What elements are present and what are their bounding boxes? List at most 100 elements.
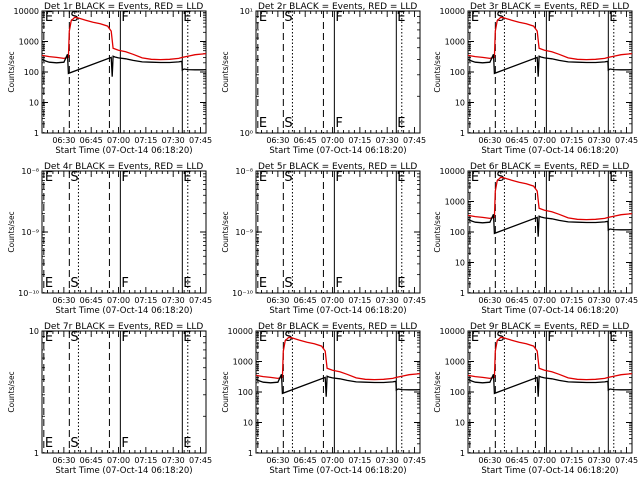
det-6r-title: Det 6r BLACK = Events, RED = LLD [470, 162, 629, 172]
det-6r-frame [467, 170, 633, 294]
det-9r-y-tick-label: 1000 [445, 358, 465, 367]
det-6r-marker-label: E [471, 170, 479, 185]
det-1r-marker-label: E [45, 10, 53, 25]
det-1r-lld-line [41, 16, 207, 61]
det-8r-y-tick-label: 10000 [228, 327, 253, 336]
det-5r-x-tick-label: 07:30 [376, 296, 399, 305]
det-5r-x-tick-label: 07:00 [321, 296, 344, 305]
det-4r-marker-label: E [45, 170, 53, 185]
det-9r-x-tick-label: 06:30 [478, 456, 501, 465]
det-3r-panel: Det 3r BLACK = Events, RED = LLD 1 10 100 10… [433, 2, 638, 156]
det-3r-marker-label: E [471, 10, 479, 25]
det-1r-marker-label: F [121, 10, 128, 25]
det-7r-x-tick-label: 07:15 [134, 456, 157, 465]
det-3r-x-tick-label: 07:00 [533, 136, 556, 145]
det-1r-y-tick-label: 1 [34, 129, 39, 138]
det-6r-y-tick-label: 1 [460, 289, 465, 298]
det-8r-panel: Det 8r BLACK = Events, RED = LLD 1 10 100 10… [221, 322, 426, 476]
det-5r-y-tick-label: 10⁻⁸ [235, 167, 253, 176]
det-3r-marker-label: E [609, 10, 617, 25]
det-3r-y-tick-label: 1000 [445, 38, 465, 47]
det-4r-marker-label: F [121, 170, 128, 185]
det-2r-marker-label: E [259, 10, 267, 25]
det-1r-title: Det 1r BLACK = Events, RED = LLD [44, 2, 203, 12]
det-5r-x-tick-label: 06:45 [294, 296, 317, 305]
det-1r-x-tick-label: 07:30 [162, 136, 185, 145]
det-3r-x-tick-label: 07:15 [560, 136, 583, 145]
det-8r-x-tick-label: 07:45 [403, 456, 426, 465]
det-8r-title: Det 8r BLACK = Events, RED = LLD [258, 322, 417, 332]
det-2r-marker-label: F [335, 10, 342, 25]
det-9r-x-axis-label: Start Time (07-Oct-14 06:18:20) [481, 466, 618, 476]
det-5r-marker-label: E [397, 170, 405, 185]
det-8r-y-tick-label: 1 [248, 449, 253, 458]
det-1r-events-line [41, 54, 207, 77]
det-8r-lld-line [255, 336, 421, 381]
det-2r-x-axis-label: Start Time (07-Oct-14 06:18:20) [269, 146, 406, 156]
det-2r-marker-label: E [259, 116, 267, 131]
det-8r-y-tick-label: 10 [243, 419, 253, 428]
det-4r-marker-label: S [70, 276, 78, 291]
det-3r-title: Det 3r BLACK = Events, RED = LLD [470, 2, 629, 12]
det-6r-y-tick-label: 10 [455, 259, 465, 268]
det-9r-events-line [467, 374, 633, 397]
det-1r-x-tick-label: 07:15 [134, 136, 157, 145]
det-7r-frame [41, 330, 207, 454]
det-2r-marker-label: E [397, 10, 405, 25]
det-4r-x-tick-label: 06:30 [52, 296, 75, 305]
det-6r-x-tick-label: 06:30 [478, 296, 501, 305]
det-5r-x-tick-label: 06:30 [266, 296, 289, 305]
det-7r-x-tick-label: 06:30 [52, 456, 75, 465]
det-6r-marker-label: F [547, 170, 554, 185]
det-4r-marker-label: S [70, 170, 78, 185]
det-3r-x-tick-label: 06:30 [478, 136, 501, 145]
det-6r-x-tick-label: 07:15 [560, 296, 583, 305]
det-2r-y-axis-label: Counts/sec [221, 51, 230, 92]
det-5r-marker-label: S [284, 276, 292, 291]
det-6r-x-tick-label: 07:00 [533, 296, 556, 305]
det-6r-y-axis-label: Counts/sec [433, 211, 442, 252]
det-4r-y-tick-label: 10⁻⁸ [21, 167, 39, 176]
det-2r-x-tick-label: 07:15 [348, 136, 371, 145]
det-1r-y-tick-label: 1000 [19, 38, 39, 47]
det-7r-marker-label: E [45, 330, 53, 345]
det-4r-panel: Det 4r BLACK = Events, RED = LLD 10⁻¹⁰ 10⁻… [7, 162, 212, 316]
det-9r-y-tick-label: 100 [450, 388, 465, 397]
det-1r-x-tick-label: 06:30 [52, 136, 75, 145]
det-8r-x-tick-label: 06:30 [266, 456, 289, 465]
det-4r-x-tick-label: 07:30 [162, 296, 185, 305]
det-2r-x-tick-label: 06:45 [294, 136, 317, 145]
det-8r-x-tick-label: 07:30 [376, 456, 399, 465]
det-9r-marker-label: F [547, 330, 554, 345]
det-2r-x-tick-label: 06:30 [266, 136, 289, 145]
det-4r-y-tick-label: 10⁻¹⁰ [18, 289, 39, 298]
det-8r-frame [255, 330, 421, 454]
det-7r-marker-label: E [183, 330, 191, 345]
det-6r-x-tick-label: 07:45 [615, 296, 638, 305]
det-2r-marker-label: F [335, 116, 342, 131]
det-2r-title: Det 2r BLACK = Events, RED = LLD [258, 2, 417, 12]
det-7r-marker-label: S [70, 330, 78, 345]
det-7r-title: Det 7r BLACK = Events, RED = LLD [44, 322, 203, 332]
det-9r-x-tick-label: 07:45 [615, 456, 638, 465]
det-5r-y-tick-label: 10⁻¹⁰ [232, 289, 253, 298]
det-4r-x-tick-label: 07:15 [134, 296, 157, 305]
det-9r-y-tick-label: 10000 [440, 327, 465, 336]
det-3r-y-tick-label: 10000 [440, 7, 465, 16]
det-6r-marker-label: E [609, 170, 617, 185]
det-3r-x-tick-label: 07:30 [588, 136, 611, 145]
det-7r-marker-label: F [121, 330, 128, 345]
det-2r-marker-label: S [284, 116, 292, 131]
det-1r-panel: Det 1r BLACK = Events, RED = LLD 1 10 100 10… [7, 2, 212, 156]
det-7r-marker-label: S [70, 436, 78, 451]
det-7r-x-axis-label: Start Time (07-Oct-14 06:18:20) [55, 466, 192, 476]
det-9r-marker-label: E [471, 330, 479, 345]
det-9r-marker-label: E [609, 330, 617, 345]
det-4r-y-axis-label: Counts/sec [7, 211, 16, 252]
det-4r-frame [41, 170, 207, 294]
det-3r-lld-line [467, 16, 633, 61]
det-4r-x-tick-label: 06:45 [80, 296, 103, 305]
det-3r-x-tick-label: 07:45 [615, 136, 638, 145]
det-8r-x-tick-label: 06:45 [294, 456, 317, 465]
det-2r-panel: Det 2r BLACK = Events, RED = LLD 10⁰ 10¹ 06… [221, 2, 426, 156]
